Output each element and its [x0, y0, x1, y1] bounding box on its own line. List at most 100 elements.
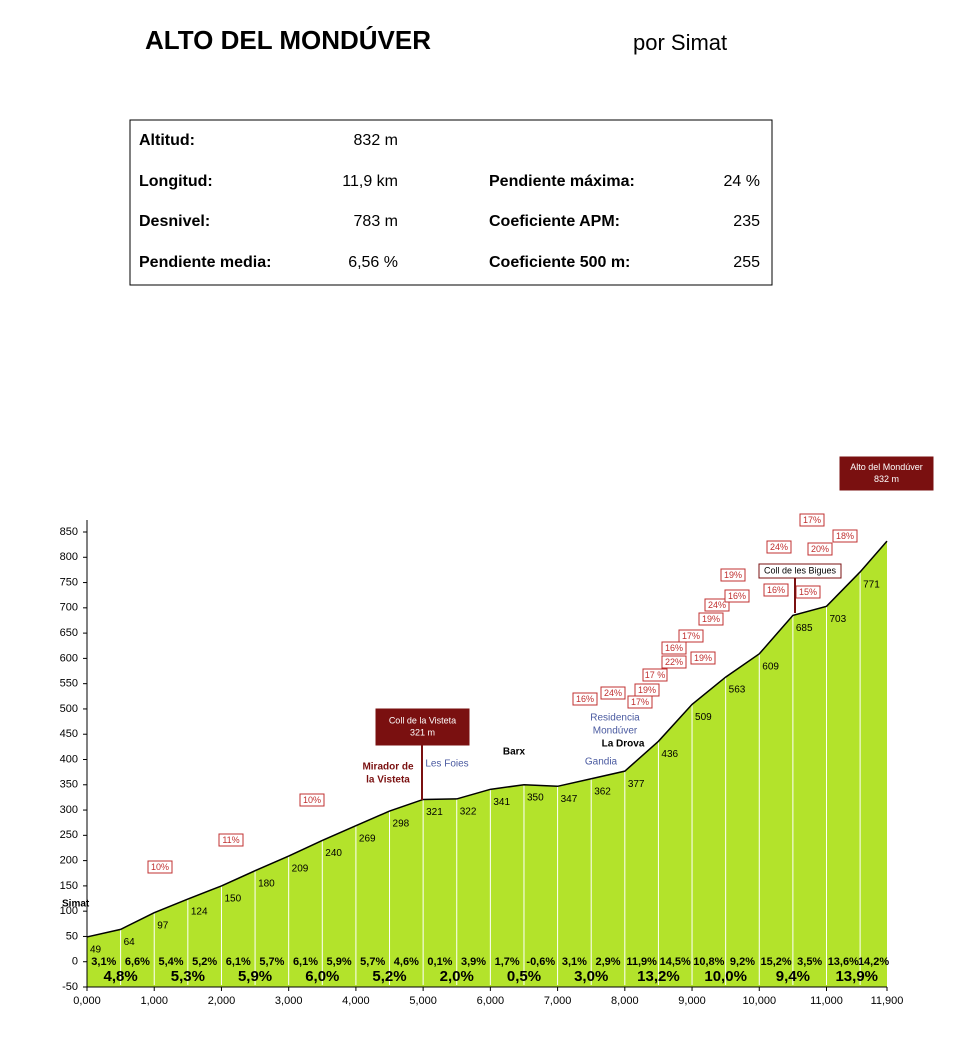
altitude-label: 150: [224, 894, 241, 905]
altitude-label: 97: [157, 920, 169, 931]
y-tick-label: 300: [60, 804, 78, 816]
stat-value: 255: [733, 254, 760, 271]
segment-grade: 5,9%: [327, 956, 352, 968]
place-label: La Drova: [602, 739, 645, 750]
segment-grade: -0,6%: [526, 956, 555, 968]
place-label: Simat: [62, 899, 90, 910]
x-tick-label: 4,000: [342, 995, 370, 1007]
altitude-label: 563: [729, 685, 746, 696]
segment-grade: 3,9%: [461, 956, 486, 968]
grade-flag: 10%: [151, 862, 169, 872]
grade-flag-box: [572, 692, 598, 706]
y-tick-label: 850: [60, 526, 78, 538]
segment-grade: 4,6%: [394, 956, 419, 968]
grade-flag-box: [763, 583, 789, 597]
segment-grade: 3,1%: [562, 956, 587, 968]
segment-grade: 6,1%: [293, 956, 318, 968]
grade-flag-box: [634, 683, 660, 697]
altitude-label: 703: [829, 614, 846, 625]
title: ALTO DEL MONDÚVER: [145, 25, 431, 55]
y-tick-label: -50: [62, 981, 78, 993]
y-tick-label: 250: [60, 829, 78, 841]
grade-flag: 17%: [682, 631, 700, 641]
profile-area: [87, 541, 887, 987]
place-label: Mirador de: [362, 762, 414, 773]
grade-flag-box: [832, 529, 858, 543]
label-box-text: Alto del Mondúver: [850, 462, 923, 472]
segment-grade: 6,1%: [226, 956, 251, 968]
stat-label: Longitud:: [139, 173, 213, 190]
y-tick-label: 750: [60, 576, 78, 588]
altitude-label: 180: [258, 878, 275, 889]
segment-grade: 14,2%: [858, 956, 889, 968]
grade-flag: 17%: [631, 697, 649, 707]
grade-flag: 19%: [724, 570, 742, 580]
km-grade: 5,9%: [238, 968, 272, 985]
grade-flag: 11%: [222, 835, 239, 845]
altitude-label: 377: [628, 779, 645, 790]
stat-label: Altitud:: [139, 132, 195, 149]
altitude-label: 362: [594, 786, 611, 797]
grade-flag-box: [218, 833, 244, 847]
grade-flag: 10%: [303, 795, 321, 805]
segment-grade: 13,6%: [828, 956, 859, 968]
grade-flag-box: [690, 651, 716, 665]
segment-grade: 0,1%: [427, 956, 452, 968]
altitude-label: 322: [460, 807, 477, 818]
altitude-label: 771: [863, 580, 880, 591]
segment-grade: 1,7%: [495, 956, 520, 968]
km-grade: 5,3%: [171, 968, 205, 985]
y-tick-label: 400: [60, 753, 78, 765]
grade-flag-box: [678, 629, 704, 643]
grade-flag-box: [642, 668, 668, 682]
grade-flag: 24%: [604, 688, 622, 698]
place-label: Barx: [503, 747, 526, 758]
grade-flag: 17 %: [645, 670, 666, 680]
altitude-label: 685: [796, 623, 813, 634]
segment-grade: 14,5%: [660, 956, 691, 968]
stat-label: Pendiente media:: [139, 254, 271, 271]
altitude-label: 124: [191, 907, 208, 918]
stat-label: Coeficiente 500 m:: [489, 254, 630, 271]
grade-flag-box: [720, 568, 746, 582]
altitude-label: 49: [90, 945, 102, 956]
stat-value: 832 m: [354, 132, 398, 149]
grade-flag-box: [799, 513, 825, 527]
label-box-text: Coll de les Bigues: [764, 565, 837, 575]
grade-flag-box: [724, 589, 750, 603]
segment-grade: 5,2%: [192, 956, 217, 968]
km-grade: 0,5%: [507, 968, 541, 985]
y-tick-label: 450: [60, 728, 78, 740]
grade-flag-box: [807, 542, 833, 556]
label-box-text: 321 m: [410, 727, 435, 737]
x-tick-label: 6,000: [477, 995, 505, 1007]
grade-flag: 18%: [836, 531, 854, 541]
place-label: Residencia: [590, 713, 640, 724]
grade-flag: 16%: [767, 585, 785, 595]
altitude-label: 347: [561, 794, 578, 805]
grade-flag: 22%: [665, 657, 683, 667]
grade-flag: 17%: [803, 515, 821, 525]
segment-grade: 5,4%: [158, 956, 183, 968]
profile-line: [86, 540, 888, 938]
grade-flag: 16%: [665, 643, 683, 653]
altitude-label: 321: [426, 807, 443, 818]
segment-grade: 9,2%: [730, 956, 755, 968]
km-grade: 13,2%: [637, 968, 680, 985]
place-label: Mondúver: [593, 726, 638, 737]
segment-grade: 5,7%: [360, 956, 385, 968]
km-grade: 9,4%: [776, 968, 810, 985]
x-tick-label: 10,000: [742, 995, 776, 1007]
y-tick-label: 200: [60, 855, 78, 867]
grade-flag-box: [600, 686, 626, 700]
segment-grade: 5,7%: [259, 956, 284, 968]
segment-grade: 3,5%: [797, 956, 822, 968]
x-tick-label: 3,000: [275, 995, 303, 1007]
km-grade: 3,0%: [574, 968, 608, 985]
segment-grade: 6,6%: [125, 956, 150, 968]
segment-grade: 10,8%: [693, 956, 724, 968]
y-tick-label: 0: [72, 956, 78, 968]
segment-grade: 15,2%: [760, 956, 791, 968]
grade-flag: 20%: [811, 544, 829, 554]
